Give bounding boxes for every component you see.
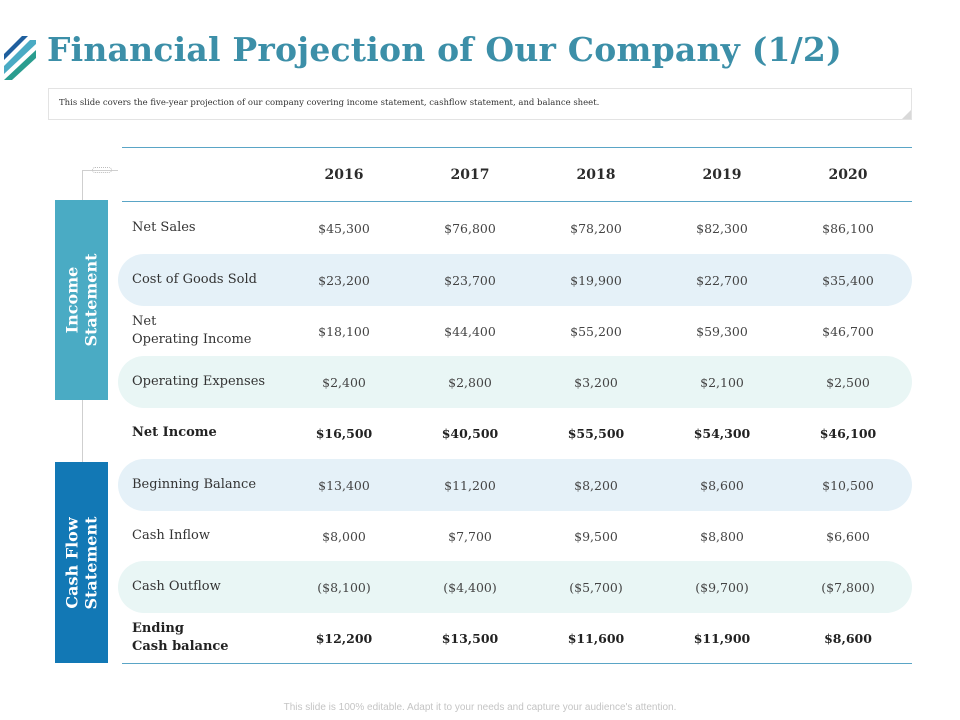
- year-header: 2016: [324, 167, 364, 183]
- table-cell: $78,200: [570, 220, 622, 236]
- table-cell: $82,300: [696, 220, 748, 236]
- table-bottom-rule: [122, 663, 912, 664]
- income-statement-section: Income Statement: [55, 200, 108, 400]
- table-row: Beginning Balance $13,400 $11,200 $8,200…: [0, 459, 960, 511]
- subtitle-text: This slide covers the five-year projecti…: [59, 98, 600, 108]
- row-label: Ending Cash balance: [132, 621, 229, 654]
- table-cell: $23,200: [318, 272, 370, 288]
- row-band: [118, 356, 912, 408]
- row-label: Cost of Goods Sold: [132, 272, 257, 287]
- table-cell: $55,500: [567, 425, 625, 441]
- table-cell: $22,700: [696, 272, 748, 288]
- table-top-rule: [122, 147, 912, 148]
- table-row: Net Sales $45,300 $76,800 $78,200 $82,30…: [0, 202, 960, 254]
- table-row: Net Operating Income $18,100 $44,400 $55…: [0, 305, 960, 357]
- year-header: 2017: [450, 167, 490, 183]
- table-cell: $7,700: [448, 528, 492, 544]
- table-row: Cash Inflow $8,000 $7,700 $9,500 $8,800 …: [0, 510, 960, 562]
- row-label: Net Income: [132, 425, 217, 440]
- table-cell: ($8,100): [317, 579, 371, 595]
- table-row: Cost of Goods Sold $23,200 $23,700 $19,9…: [0, 254, 960, 306]
- table-cell: $55,200: [570, 323, 622, 339]
- table-cell: $11,200: [444, 477, 496, 493]
- section-connector: [82, 170, 83, 200]
- page-title: Financial Projection of Our Company (1/2…: [47, 30, 842, 69]
- row-label: Operating Expenses: [132, 374, 266, 389]
- year-header: 2018: [576, 167, 616, 183]
- table-cell: $8,000: [322, 528, 366, 544]
- year-header: 2020: [828, 167, 868, 183]
- table-cell: $13,400: [318, 477, 370, 493]
- row-band: [118, 561, 912, 613]
- table-cell: $3,200: [574, 374, 618, 390]
- row-label: Net Sales: [132, 220, 196, 235]
- row-band: [118, 254, 912, 306]
- logo-stripes-icon: [4, 36, 36, 80]
- table-cell: $8,200: [574, 477, 618, 493]
- table-cell: ($9,700): [695, 579, 749, 595]
- row-label: Cash Inflow: [132, 528, 211, 543]
- table-cell: $35,400: [822, 272, 874, 288]
- table-row-total: Net Income $16,500 $40,500 $55,500 $54,3…: [0, 407, 960, 459]
- table-cell: $46,100: [819, 425, 877, 441]
- table-cell: $2,500: [826, 374, 870, 390]
- table-cell: $2,400: [322, 374, 366, 390]
- table-cell: $46,700: [822, 323, 874, 339]
- connector-knot: [92, 167, 112, 173]
- cash-flow-statement-section: Cash Flow Statement: [55, 462, 108, 663]
- table-row: Operating Expenses $2,400 $2,800 $3,200 …: [0, 356, 960, 408]
- table-cell: ($4,400): [443, 579, 497, 595]
- section-connector: [82, 400, 83, 462]
- table-cell: $86,100: [822, 220, 874, 236]
- table-header-rule: [122, 201, 912, 202]
- table-cell: $54,300: [693, 425, 751, 441]
- table-cell: $8,600: [824, 630, 872, 646]
- table-cell: $11,600: [567, 630, 625, 646]
- table-cell: $23,700: [444, 272, 496, 288]
- row-label: Beginning Balance: [132, 477, 257, 492]
- row-label: Cash Outflow: [132, 579, 221, 594]
- table-row-total: Ending Cash balance $12,200 $13,500 $11,…: [0, 612, 960, 664]
- table-cell: $11,900: [693, 630, 751, 646]
- table-cell: $2,100: [700, 374, 744, 390]
- section-connector: [82, 170, 118, 171]
- table-row: Cash Outflow ($8,100) ($4,400) ($5,700) …: [0, 561, 960, 613]
- table-cell: $76,800: [444, 220, 496, 236]
- table-cell: $44,400: [444, 323, 496, 339]
- table-cell: $16,500: [315, 425, 373, 441]
- table-cell: $9,500: [574, 528, 618, 544]
- footer-note: This slide is 100% editable. Adapt it to…: [283, 702, 677, 713]
- table-cell: $8,600: [700, 477, 744, 493]
- page-curl-icon: [902, 110, 911, 119]
- subtitle-box: This slide covers the five-year projecti…: [48, 88, 912, 120]
- table-cell: $40,500: [441, 425, 499, 441]
- table-cell: $19,900: [570, 272, 622, 288]
- table-cell: ($5,700): [569, 579, 623, 595]
- table-cell: $10,500: [822, 477, 874, 493]
- table-cell: $12,200: [315, 630, 373, 646]
- table-cell: ($7,800): [821, 579, 875, 595]
- row-band: [118, 459, 912, 511]
- year-header: 2019: [702, 167, 742, 183]
- row-label: Net Operating Income: [132, 314, 252, 347]
- table-cell: $18,100: [318, 323, 370, 339]
- table-cell: $2,800: [448, 374, 492, 390]
- table-cell: $13,500: [441, 630, 499, 646]
- table-cell: $59,300: [696, 323, 748, 339]
- table-cell: $6,600: [826, 528, 870, 544]
- table-cell: $8,800: [700, 528, 744, 544]
- table-cell: $45,300: [318, 220, 370, 236]
